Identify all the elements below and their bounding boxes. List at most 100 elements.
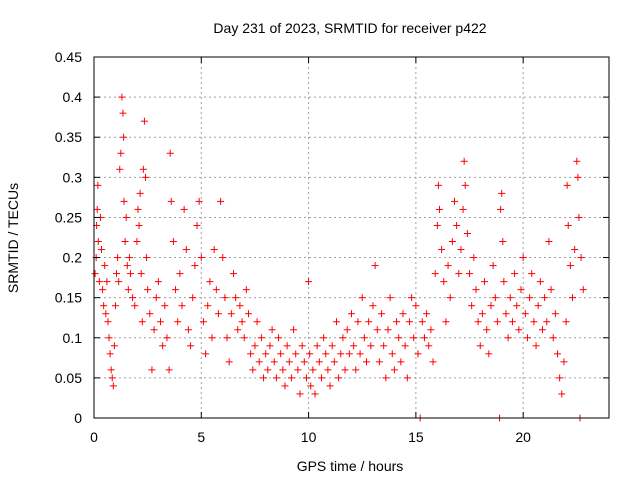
data-point	[403, 374, 411, 382]
data-point	[163, 334, 171, 342]
data-point	[560, 358, 568, 366]
data-point	[223, 334, 231, 342]
data-point	[431, 270, 439, 278]
data-point	[563, 181, 571, 189]
data-point	[461, 181, 469, 189]
data-point	[397, 358, 405, 366]
data-point	[360, 334, 368, 342]
data-point	[549, 334, 557, 342]
data-point	[238, 318, 246, 326]
y-tick-label: 0.05	[55, 370, 82, 386]
data-point	[405, 318, 413, 326]
data-point	[172, 286, 180, 294]
data-point	[384, 326, 392, 334]
data-point	[110, 342, 118, 350]
data-point	[275, 334, 283, 342]
data-point	[547, 286, 555, 294]
data-point	[279, 366, 287, 374]
data-point	[566, 262, 574, 270]
data-point	[108, 374, 116, 382]
data-point	[251, 342, 259, 350]
data-point	[472, 286, 480, 294]
data-points	[91, 93, 587, 422]
data-point	[102, 310, 110, 318]
data-point	[551, 310, 559, 318]
data-point	[221, 294, 229, 302]
data-point	[337, 350, 345, 358]
data-point	[166, 149, 174, 157]
x-tick-label: 0	[90, 429, 98, 445]
x-tick-label: 20	[515, 429, 531, 445]
data-point	[174, 318, 182, 326]
data-point	[234, 326, 242, 334]
data-point	[433, 221, 441, 229]
data-point	[502, 310, 510, 318]
data-point	[184, 326, 192, 334]
data-point	[262, 350, 270, 358]
data-point	[187, 342, 195, 350]
data-point	[328, 342, 336, 350]
x-axis-title: GPS time / hours	[297, 458, 404, 474]
data-point	[165, 366, 173, 374]
data-point	[429, 358, 437, 366]
data-point	[498, 189, 506, 197]
data-point	[367, 342, 375, 350]
data-point	[178, 302, 186, 310]
data-point	[511, 270, 519, 278]
data-point	[352, 366, 360, 374]
data-point	[506, 294, 514, 302]
data-point	[466, 270, 474, 278]
data-point	[298, 342, 306, 350]
data-point	[541, 294, 549, 302]
data-point	[414, 350, 422, 358]
data-point	[536, 278, 544, 286]
data-point	[296, 390, 304, 398]
data-point	[326, 382, 334, 390]
data-point	[577, 254, 585, 262]
y-tick-label: 0.15	[55, 290, 82, 306]
data-point	[371, 262, 379, 270]
tick-labels: 0 0.05 0.1 0.15 0.2 0.25 0.3 0.35 0.4 0.45 0 5 10 15 2…	[55, 49, 531, 445]
data-point	[103, 278, 111, 286]
data-point	[199, 318, 207, 326]
data-point	[453, 221, 461, 229]
y-tick-label: 0.1	[63, 330, 83, 346]
data-point	[204, 302, 212, 310]
data-point	[206, 278, 214, 286]
data-point	[120, 133, 128, 141]
data-point	[556, 374, 564, 382]
data-point	[290, 326, 298, 334]
data-point	[399, 310, 407, 318]
data-point	[393, 318, 401, 326]
data-point	[118, 93, 126, 101]
data-point	[116, 165, 124, 173]
data-point	[270, 358, 278, 366]
data-point	[434, 181, 442, 189]
data-point	[292, 350, 300, 358]
data-point	[121, 238, 129, 246]
data-point	[378, 310, 386, 318]
data-point	[100, 302, 108, 310]
data-point	[305, 278, 313, 286]
data-point	[306, 350, 314, 358]
data-point	[144, 286, 152, 294]
data-point	[341, 366, 349, 374]
data-point	[332, 318, 340, 326]
data-point	[474, 318, 482, 326]
data-point	[193, 221, 201, 229]
x-tick-label: 5	[197, 429, 205, 445]
data-point	[249, 366, 257, 374]
data-point	[136, 189, 144, 197]
data-point	[460, 157, 468, 165]
data-point	[95, 278, 103, 286]
data-point	[348, 310, 355, 318]
y-tick-label: 0.3	[63, 169, 83, 185]
data-point	[202, 350, 210, 358]
data-point	[500, 278, 508, 286]
data-point	[427, 326, 435, 334]
data-point	[180, 205, 188, 213]
data-point	[281, 382, 289, 390]
data-point	[388, 350, 396, 358]
data-point	[255, 358, 263, 366]
